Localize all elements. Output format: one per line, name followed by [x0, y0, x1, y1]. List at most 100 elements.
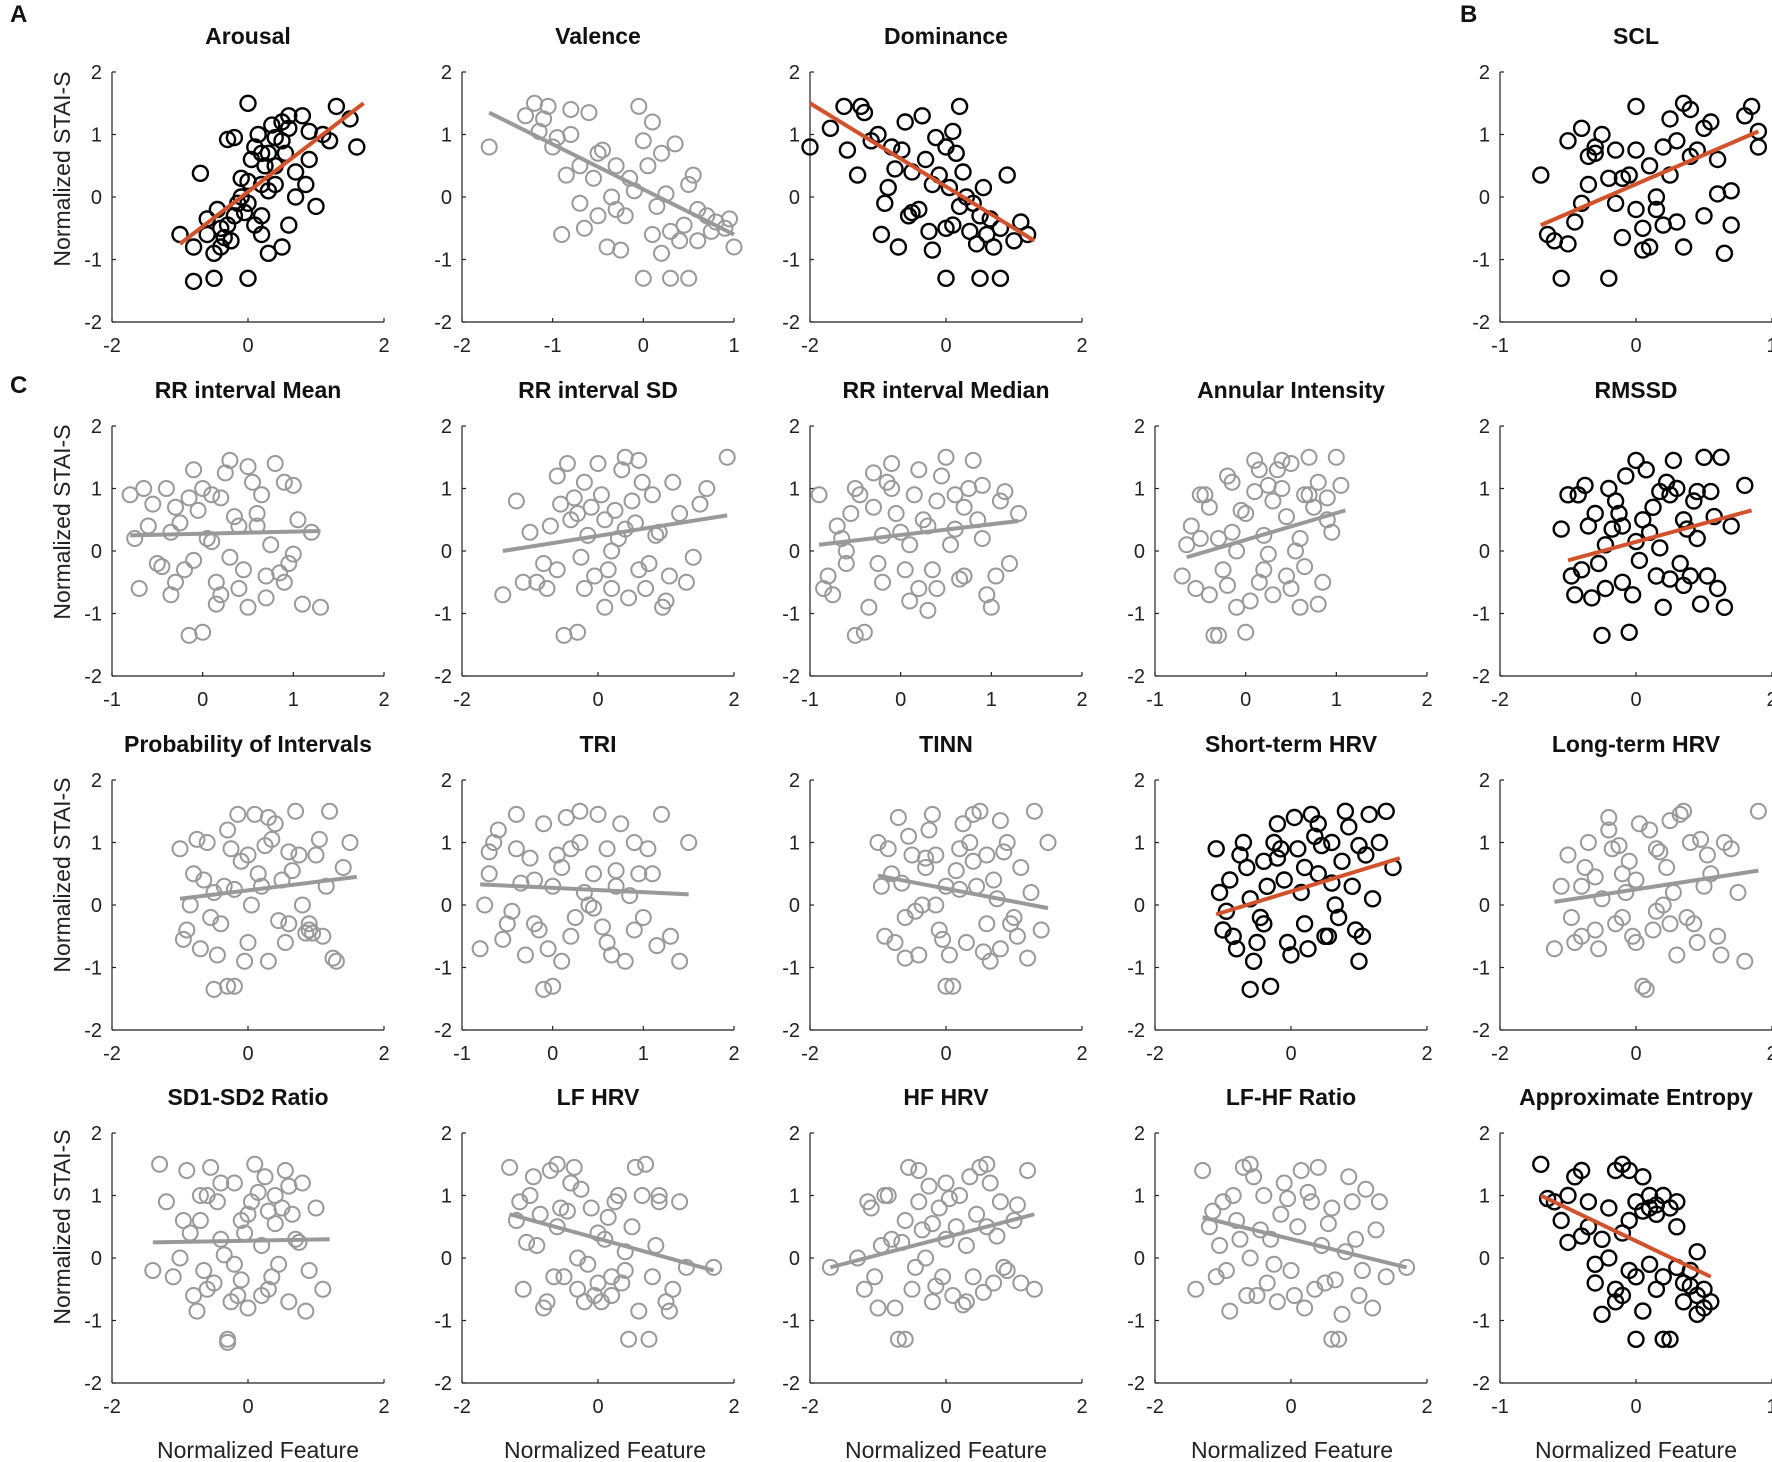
chart-dominance-point: [944, 122, 962, 141]
chart-probability-of-intervals-point: [229, 805, 247, 823]
chart-rmssd-point: [1691, 595, 1710, 613]
chart-lf-hf-ratio-point: [1282, 1262, 1300, 1279]
chart-lf-hf-ratio-point: [1333, 1305, 1351, 1323]
chart-dominance-point: [991, 269, 1010, 287]
chart-tri-point: [621, 887, 639, 905]
chart-short-term-hrv-point: [1370, 833, 1389, 852]
chart-sd1-sd2-ratio-point: [151, 1155, 169, 1173]
chart-scl-point: [1572, 119, 1591, 138]
chart-tinn-point: [964, 805, 982, 823]
chart-arousal-point: [266, 128, 284, 147]
chart-annular-intensity-ytick-label: 0: [1134, 541, 1145, 563]
chart-tinn-point: [978, 915, 996, 933]
chart-tinn-point: [927, 846, 945, 864]
chart-hf-hrv-point: [879, 1187, 897, 1204]
chart-tinn-point: [998, 834, 1016, 851]
chart-tri-point: [585, 865, 602, 883]
chart-rmssd-point: [1708, 579, 1727, 598]
chart-scl-ytick-label: 1: [1479, 125, 1490, 147]
panel-label-b: B: [1460, 1, 1477, 28]
chart-sd1-sd2-ratio-point: [259, 1202, 277, 1220]
chart-rr-interval-sd-point: [691, 495, 709, 513]
chart-sd1-sd2-ratio-point: [280, 1293, 298, 1311]
chart-rmssd-ytick-label: 2: [1479, 416, 1490, 438]
chart-annular-intensity-ytick-label: 2: [1134, 416, 1145, 438]
chart-lf-hrv-point: [589, 1274, 607, 1292]
chart-rr-interval-mean-point: [185, 461, 203, 479]
chart-lf-hf-ratio-point: [1265, 1255, 1283, 1273]
chart-probability-of-intervals-ytick-label: 0: [91, 895, 102, 917]
chart-long-term-hrv-point: [1661, 915, 1679, 933]
chart-arousal-title: Arousal: [205, 23, 291, 49]
chart-rr-interval-mean-point: [257, 567, 275, 585]
chart-sd1-sd2-ratio-point: [239, 1205, 257, 1223]
chart-hf-hrv-point: [981, 1174, 999, 1192]
chart-arousal-point: [252, 225, 271, 244]
chart-arousal-point: [273, 113, 291, 131]
chart-lf-hf-ratio-ytick-label: -1: [1127, 1311, 1145, 1333]
chart-valence-ytick-label: -2: [434, 312, 452, 334]
chart-lf-hf-ratio-point: [1350, 1287, 1368, 1304]
chart-tri-point: [553, 952, 571, 970]
chart-short-term-hrv-point: [1350, 836, 1368, 855]
chart-tri-point: [485, 834, 503, 851]
chart-rmssd-point: [1596, 536, 1615, 554]
chart-short-term-hrv-point: [1210, 883, 1229, 902]
chart-arousal-point: [239, 172, 257, 191]
chart-rr-interval-mean-point: [239, 598, 257, 616]
chart-dominance-point: [889, 238, 908, 256]
chart-rr-interval-sd-point: [620, 589, 638, 607]
chart-rr-interval-sd-ytick-label: -2: [434, 666, 452, 688]
chart-lf-hf-ratio-point: [1340, 1168, 1358, 1186]
chart-long-term-hrv-point: [1647, 902, 1665, 920]
chart-probability-of-intervals-point: [276, 934, 294, 951]
chart-rmssd-point: [1651, 539, 1669, 557]
chart-probability-of-intervals-point: [202, 909, 220, 926]
chart-tri-point: [566, 909, 584, 926]
chart-rmssd-point: [1583, 589, 1601, 607]
chart-lf-hrv-point: [677, 1258, 695, 1276]
chart-rr-interval-mean-point: [185, 551, 203, 569]
chart-long-term-hrv-xtick-label: 2: [1766, 1043, 1772, 1065]
chart-dominance-point: [862, 132, 880, 150]
chart-probability-of-intervals-xtick-label: 2: [378, 1043, 389, 1065]
chart-lf-hf-ratio-point: [1262, 1230, 1280, 1248]
chart-short-term-hrv-point: [1207, 840, 1225, 858]
chart-arousal-point: [191, 164, 210, 183]
chart-rr-interval-median-point: [901, 592, 919, 610]
chart-valence-point: [607, 157, 625, 175]
chart-arousal-point: [235, 203, 254, 222]
chart-lf-hf-ratio-xtick-label: 2: [1421, 1396, 1432, 1418]
chart-probability-of-intervals-point: [239, 846, 257, 864]
chart-short-term-hrv-ytick-label: 2: [1134, 770, 1145, 792]
chart-probability-of-intervals-ytick-label: 2: [91, 770, 102, 792]
chart-annular-intensity-point: [1205, 626, 1223, 644]
chart-lf-hrv-ytick-label: 2: [441, 1123, 452, 1145]
chart-hf-hrv-title: HF HRV: [903, 1084, 989, 1110]
chart-short-term-hrv-fit-line: [1215, 856, 1401, 917]
y-axis-label-row-4: Normalized STAI-S: [49, 1129, 75, 1324]
chart-arousal-point: [205, 244, 223, 263]
x-axis-label-col-2: Normalized Feature: [504, 1437, 706, 1462]
chart-rmssd-point: [1613, 517, 1632, 535]
x-axis-label-col-5: Normalized Feature: [1535, 1437, 1737, 1462]
chart-rr-interval-mean-point: [198, 530, 216, 547]
chart-dominance-point: [886, 160, 904, 178]
chart-rr-interval-mean-fit-line: [130, 529, 321, 538]
chart-rr-interval-mean-ytick-label: 0: [91, 541, 102, 563]
chart-tri-point: [630, 865, 648, 883]
chart-rmssd-point: [1579, 517, 1598, 535]
chart-scl-point: [1695, 207, 1713, 225]
chart-long-term-hrv-point: [1678, 909, 1696, 926]
chart-rr-interval-sd-point: [541, 517, 559, 535]
chart-approximate-entropy-point: [1586, 1274, 1604, 1292]
chart-rr-interval-mean-point: [130, 580, 148, 597]
chart-rr-interval-mean-point: [203, 486, 221, 504]
chart-probability-of-intervals-point: [314, 927, 332, 945]
chart-rr-interval-mean-point: [244, 473, 261, 491]
chart-valence-point: [675, 216, 693, 234]
chart-sd1-sd2-ratio-point: [249, 1183, 267, 1201]
chart-valence: Valence -2 -1 0 1 2 -2 -1 0 1: [434, 23, 743, 357]
chart-tinn-ytick-label: 2: [789, 770, 800, 792]
chart-sd1-sd2-ratio-point: [263, 1268, 281, 1286]
